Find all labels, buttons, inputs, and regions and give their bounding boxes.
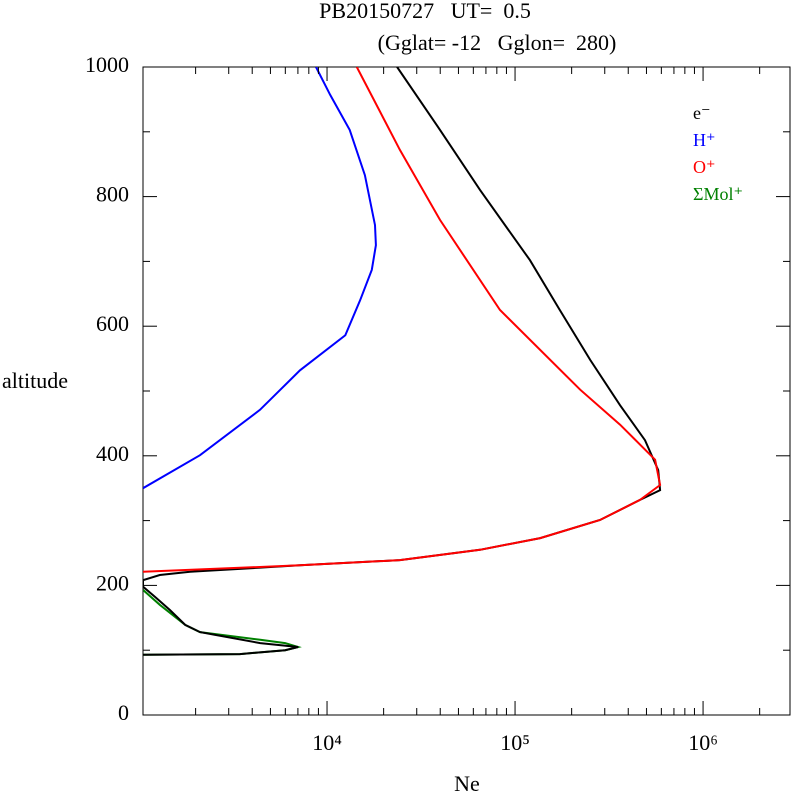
y-tick-label: 1000 [85, 52, 129, 77]
x-tick-label: 10⁴ [312, 730, 342, 755]
profile-line [143, 67, 662, 573]
plot-area [143, 67, 662, 656]
legend-label: H⁺ [693, 130, 716, 150]
legend-label: e⁻ [693, 103, 711, 123]
x-axis-label: Ne [454, 771, 480, 796]
y-tick-label: 400 [96, 441, 129, 466]
chart-title: PB20150727 UT= 0.5 [319, 0, 531, 23]
y-axis-label: altitude [2, 368, 68, 393]
y-tick-label: 0 [118, 700, 129, 725]
legend-label: O⁺ [693, 157, 716, 177]
y-tick-label: 800 [96, 182, 129, 207]
legend-label: ΣMol⁺ [693, 184, 743, 204]
profile-line [143, 67, 377, 490]
x-tick-label: 10⁶ [688, 730, 718, 755]
y-tick-label: 200 [96, 570, 129, 595]
x-tick-label: 10⁵ [500, 730, 530, 755]
chart-subtitle: (Gglat= -12 Gglon= 280) [378, 30, 617, 55]
profile-line [143, 67, 662, 656]
y-tick-label: 600 [96, 311, 129, 336]
